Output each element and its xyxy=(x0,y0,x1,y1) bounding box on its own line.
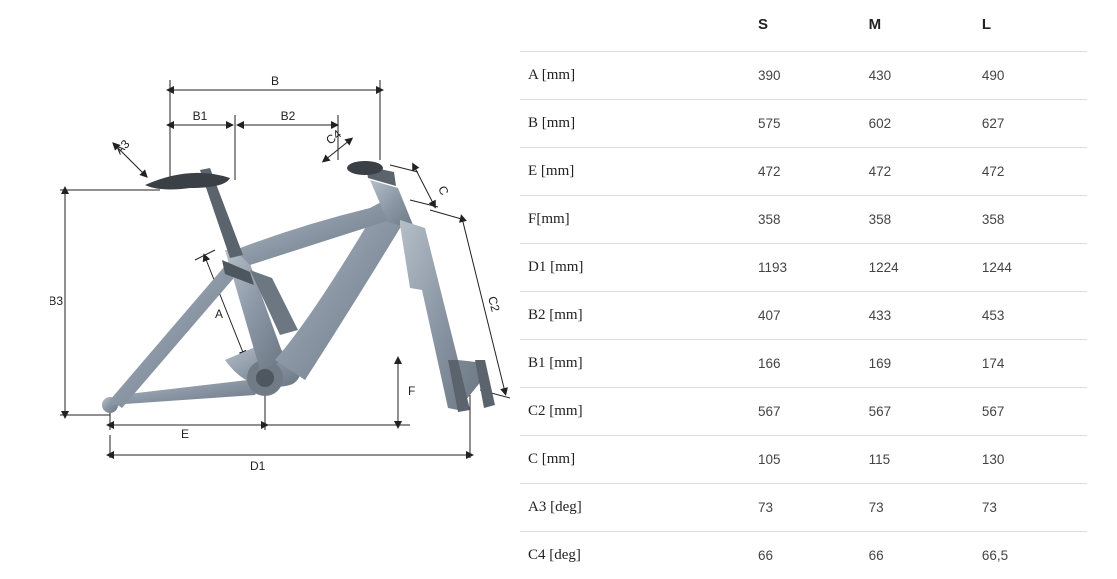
dim-label-c4: C4 xyxy=(323,127,344,148)
row-value-s: 1193 xyxy=(750,244,861,292)
row-label: C [mm] xyxy=(520,436,750,484)
row-value-l: 174 xyxy=(974,340,1087,388)
row-value-l: 472 xyxy=(974,148,1087,196)
geometry-table-panel: S M L A [mm]390430490B [mm]575602627E [m… xyxy=(520,0,1117,560)
row-value-m: 358 xyxy=(861,196,974,244)
table-row: B2 [mm]407433453 xyxy=(520,292,1087,340)
table-row: E [mm]472472472 xyxy=(520,148,1087,196)
diagram-panel: B B1 B2 A3 C4 C C2 xyxy=(0,0,520,560)
table-row: D1 [mm]119312241244 xyxy=(520,244,1087,292)
row-label: E [mm] xyxy=(520,148,750,196)
row-value-s: 358 xyxy=(750,196,861,244)
dim-label-f: F xyxy=(408,384,415,398)
row-value-l: 453 xyxy=(974,292,1087,340)
row-value-m: 602 xyxy=(861,100,974,148)
row-value-m: 169 xyxy=(861,340,974,388)
table-row: B [mm]575602627 xyxy=(520,100,1087,148)
row-value-l: 490 xyxy=(974,52,1087,100)
row-label: A [mm] xyxy=(520,52,750,100)
row-value-m: 433 xyxy=(861,292,974,340)
col-s: S xyxy=(750,0,861,52)
bike-frame-shape xyxy=(102,161,495,413)
dim-label-b1: B1 xyxy=(193,109,208,123)
row-value-s: 105 xyxy=(750,436,861,484)
row-value-l: 130 xyxy=(974,436,1087,484)
dim-label-c2: C2 xyxy=(485,295,503,314)
row-value-s: 166 xyxy=(750,340,861,388)
row-value-s: 390 xyxy=(750,52,861,100)
dim-label-e: E xyxy=(181,427,189,441)
row-value-s: 407 xyxy=(750,292,861,340)
row-value-m: 73 xyxy=(861,484,974,532)
row-label: F[mm] xyxy=(520,196,750,244)
row-value-m: 115 xyxy=(861,436,974,484)
row-value-m: 66 xyxy=(861,532,974,579)
dim-label-a3: A3 xyxy=(112,137,133,158)
row-value-s: 472 xyxy=(750,148,861,196)
row-value-l: 1244 xyxy=(974,244,1087,292)
row-value-l: 358 xyxy=(974,196,1087,244)
row-value-m: 472 xyxy=(861,148,974,196)
bike-frame-diagram: B B1 B2 A3 C4 C C2 xyxy=(50,60,510,480)
table-row: C [mm]105115130 xyxy=(520,436,1087,484)
row-label: C4 [deg] xyxy=(520,532,750,579)
row-label: D1 [mm] xyxy=(520,244,750,292)
row-label: C2 [mm] xyxy=(520,388,750,436)
row-label: B [mm] xyxy=(520,100,750,148)
table-row: A [mm]390430490 xyxy=(520,52,1087,100)
row-label: B2 [mm] xyxy=(520,292,750,340)
table-row: C4 [deg]666666,5 xyxy=(520,532,1087,579)
row-value-l: 73 xyxy=(974,484,1087,532)
dim-label-a: A xyxy=(215,307,223,321)
row-value-m: 430 xyxy=(861,52,974,100)
col-l: L xyxy=(974,0,1087,52)
row-value-m: 1224 xyxy=(861,244,974,292)
table-row: F[mm]358358358 xyxy=(520,196,1087,244)
table-header-row: S M L xyxy=(520,0,1087,52)
col-label xyxy=(520,0,750,52)
row-value-l: 66,5 xyxy=(974,532,1087,579)
geometry-table: S M L A [mm]390430490B [mm]575602627E [m… xyxy=(520,0,1087,579)
row-value-l: 627 xyxy=(974,100,1087,148)
row-value-s: 567 xyxy=(750,388,861,436)
row-value-s: 66 xyxy=(750,532,861,579)
col-m: M xyxy=(861,0,974,52)
table-row: B1 [mm]166169174 xyxy=(520,340,1087,388)
dim-label-b3: B3 xyxy=(50,294,63,308)
row-label: A3 [deg] xyxy=(520,484,750,532)
table-row: C2 [mm]567567567 xyxy=(520,388,1087,436)
row-value-s: 575 xyxy=(750,100,861,148)
dim-label-d1: D1 xyxy=(250,459,266,473)
dim-label-c: C xyxy=(435,184,451,198)
row-value-s: 73 xyxy=(750,484,861,532)
dim-label-b2: B2 xyxy=(281,109,296,123)
table-row: A3 [deg]737373 xyxy=(520,484,1087,532)
dim-label-b: B xyxy=(271,74,279,88)
row-label: B1 [mm] xyxy=(520,340,750,388)
row-value-m: 567 xyxy=(861,388,974,436)
row-value-l: 567 xyxy=(974,388,1087,436)
